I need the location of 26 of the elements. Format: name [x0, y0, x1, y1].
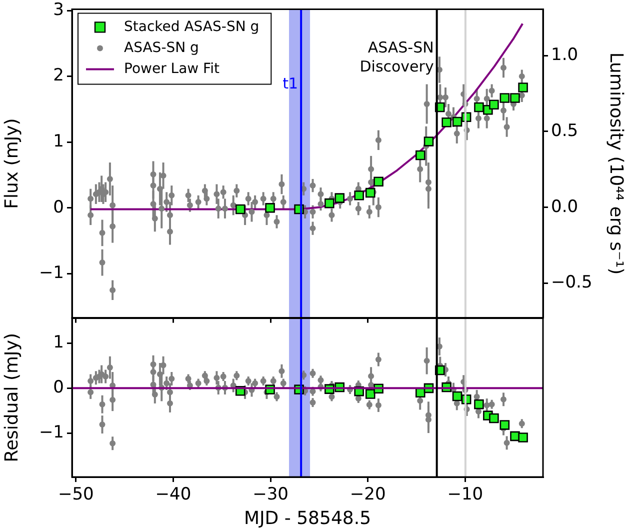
y-axis-title: Residual (mJy) [1, 332, 22, 462]
y-tick-label: 2 [53, 66, 64, 86]
legend-label: Power Law Fit [124, 60, 220, 77]
y2-tick-label: −0.5 [551, 272, 592, 293]
y-axis-title: Flux (mJy) [1, 118, 22, 209]
x-tick-label: −10 [447, 484, 484, 504]
y-tick-label: 1 [53, 332, 64, 353]
ref-line-label: t1 [282, 74, 298, 92]
y-tick-label: 0 [53, 377, 64, 398]
y-tick-label: −1 [38, 262, 64, 283]
legend-label: ASAS-SN g [124, 40, 199, 56]
ref-line-label: ASAS-SN Discovery [360, 38, 434, 76]
x-tick-label: −20 [350, 484, 386, 504]
y-tick-label: 1 [53, 131, 64, 152]
y2-axis-title: Luminosity (10⁴⁴ erg s⁻¹) [606, 52, 627, 275]
y2-tick-label: 0.5 [551, 120, 578, 141]
x-tick-label: −50 [58, 484, 94, 504]
legend-label: Stacked ASAS-SN g [124, 18, 260, 35]
y-tick-label: 0 [53, 197, 64, 218]
y2-tick-label: 1.0 [551, 44, 578, 65]
x-axis-title: MJD - 58548.5 [244, 508, 372, 529]
x-tick-label: −40 [155, 484, 192, 504]
y-tick-label: 3 [53, 0, 64, 20]
y-tick-label: −1 [38, 422, 64, 442]
x-tick-label: −30 [252, 484, 288, 504]
y2-tick-label: 0.0 [551, 196, 578, 217]
